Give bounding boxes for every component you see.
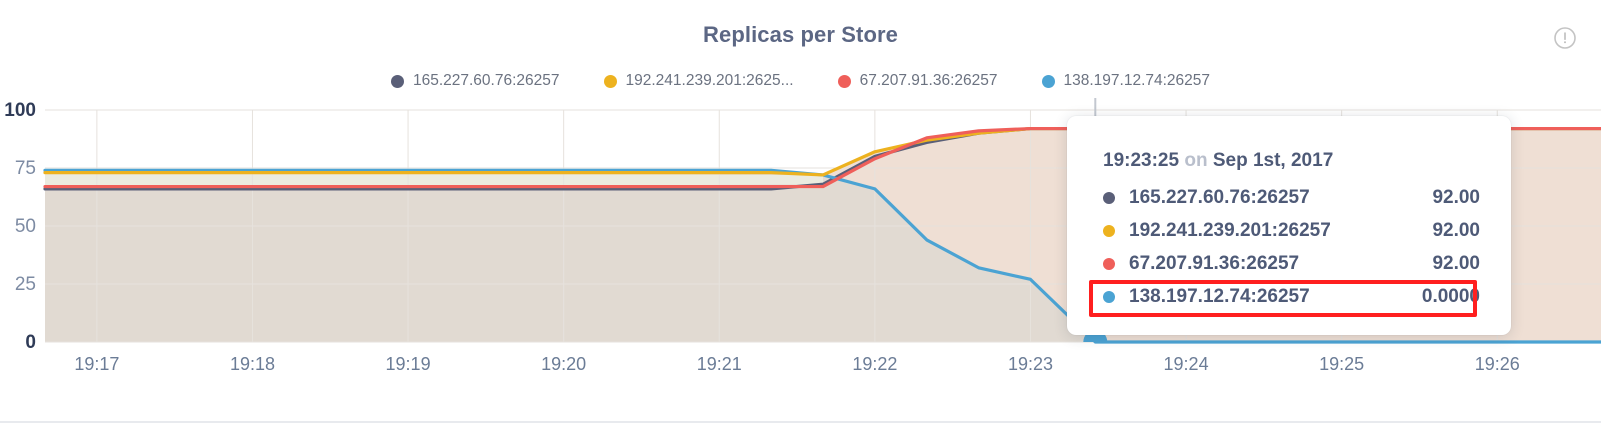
tooltip-row-value: 92.00 xyxy=(1432,186,1480,208)
x-axis-tick-label: 19:26 xyxy=(1475,354,1520,374)
tooltip-row-label: 67.207.91.36:26257 xyxy=(1129,252,1300,274)
tooltip-timestamp: 19:23:25 on Sep 1st, 2017 xyxy=(1103,150,1481,172)
x-axis-tick-label: 19:23 xyxy=(1008,354,1053,374)
x-axis-tick-label: 19:20 xyxy=(541,354,586,374)
legend-item-label: 67.207.91.36:26257 xyxy=(859,72,998,89)
series-line xyxy=(43,168,1601,344)
legend-dot-icon xyxy=(603,74,617,88)
x-axis-tick-label: 19:25 xyxy=(1319,354,1364,374)
chart-legend: 165.227.60.76:26257 192.241.239.201:2625… xyxy=(0,72,1601,90)
x-axis-tick-label: 19:21 xyxy=(697,354,742,374)
tooltip-dot-icon xyxy=(1103,224,1115,237)
tooltip-time: 19:23:25 xyxy=(1103,150,1180,171)
y-axis-tick-label: 0 xyxy=(25,332,36,353)
y-axis-tick-label: 75 xyxy=(15,158,36,179)
x-axis-tick-label: 19:24 xyxy=(1164,354,1209,374)
legend-item-label: 165.227.60.76:26257 xyxy=(412,72,560,89)
tooltip-dot-icon xyxy=(1103,290,1115,303)
tooltip-row-1: 192.241.239.201:26257 92.00 xyxy=(1103,214,1481,247)
legend-item-3[interactable]: 138.197.12.74:26257 xyxy=(1041,72,1211,90)
legend-dot-icon xyxy=(390,74,404,88)
tooltip-row-label: 138.197.12.74:26257 xyxy=(1129,285,1310,307)
page-title: Replicas per Store xyxy=(703,22,898,47)
tooltip-row-2: 67.207.91.36:26257 92.00 xyxy=(1103,247,1481,280)
chart-tooltip: 19:23:25 on Sep 1st, 2017 165.227.60.76:… xyxy=(1067,116,1511,335)
y-axis-tick-label: 50 xyxy=(15,216,36,237)
tooltip-row-value: 0.0000 xyxy=(1421,285,1480,307)
legend-item-label: 192.241.239.201:2625... xyxy=(625,72,794,89)
tooltip-on-word: on xyxy=(1184,150,1208,171)
legend-dot-icon xyxy=(1041,74,1055,88)
tooltip-date: Sep 1st, 2017 xyxy=(1212,150,1334,171)
tooltip-dot-icon xyxy=(1103,191,1115,204)
tooltip-row-value: 92.00 xyxy=(1432,219,1480,241)
legend-item-1[interactable]: 192.241.239.201:2625... xyxy=(603,72,794,90)
legend-item-label: 138.197.12.74:26257 xyxy=(1063,72,1211,89)
tooltip-row-3: 138.197.12.74:26257 0.0000 xyxy=(1103,280,1481,313)
tooltip-dot-icon xyxy=(1103,257,1115,270)
legend-dot-icon xyxy=(837,74,851,88)
tooltip-row-label: 192.241.239.201:26257 xyxy=(1129,219,1331,241)
exclamation-circle-icon[interactable] xyxy=(1553,26,1577,50)
tooltip-row-0: 165.227.60.76:26257 92.00 xyxy=(1103,181,1481,214)
tooltip-row-value: 92.00 xyxy=(1432,252,1480,274)
tooltip-rows: 165.227.60.76:26257 92.00 192.241.239.20… xyxy=(1089,181,1481,317)
y-axis-tick-label: 25 xyxy=(15,274,36,295)
area-fill-blue xyxy=(45,170,1601,342)
y-axis-tick-label: 100 xyxy=(4,100,36,121)
legend-item-2[interactable]: 67.207.91.36:26257 xyxy=(837,72,998,90)
x-axis-tick-label: 19:22 xyxy=(852,354,897,374)
x-axis-tick-label: 19:19 xyxy=(386,354,431,374)
x-axis-tick-label: 19:18 xyxy=(230,354,275,374)
x-axis-tick-label: 19:17 xyxy=(74,354,119,374)
area-fill-pale xyxy=(45,172,823,189)
tooltip-row-label: 165.227.60.76:26257 xyxy=(1129,186,1310,208)
legend-item-0[interactable]: 165.227.60.76:26257 xyxy=(390,72,560,90)
